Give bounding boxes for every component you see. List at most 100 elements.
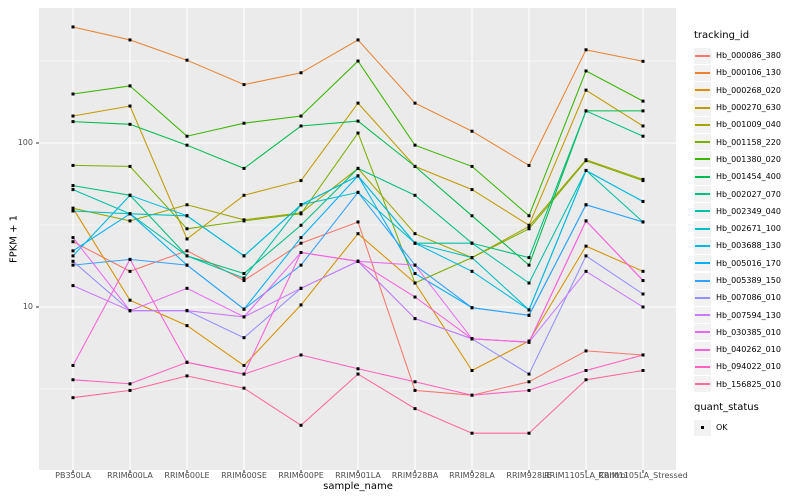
data-point	[242, 276, 246, 280]
data-point	[299, 71, 303, 75]
legend-item-label: Hb_000086_380	[716, 51, 781, 61]
data-point	[71, 163, 75, 167]
data-point	[356, 372, 360, 376]
data-point	[413, 101, 417, 105]
data-point	[527, 340, 531, 344]
x-tick-label: RRIM600LA	[107, 471, 153, 480]
legend-key-line	[695, 365, 710, 368]
data-point	[641, 269, 645, 273]
data-point	[71, 120, 75, 124]
data-point	[641, 369, 645, 373]
data-point	[413, 380, 417, 384]
legend-item-label: Hb_002027_070	[716, 189, 781, 199]
data-point	[527, 256, 531, 260]
data-point	[641, 124, 645, 128]
data-point	[242, 315, 246, 319]
legend-key-line	[695, 314, 710, 317]
legend-item: Hb_005389_150	[694, 272, 798, 289]
data-point	[584, 48, 588, 52]
legend-key-swatch	[694, 116, 711, 133]
data-point	[470, 164, 474, 168]
legend-key-line	[695, 123, 710, 126]
x-tick-label: RRIM928LA	[449, 471, 495, 480]
data-point	[299, 263, 303, 267]
data-point	[527, 214, 531, 218]
data-point	[71, 184, 75, 188]
data-point	[470, 129, 474, 133]
x-tick-label: RRIM600LE	[164, 471, 210, 480]
y-tick-label: 100	[17, 138, 33, 147]
legend-key-swatch	[694, 289, 711, 306]
legend-key-swatch	[694, 82, 711, 99]
legend-key-swatch	[694, 419, 711, 436]
legend-item-label: Hb_040262_010	[716, 345, 781, 355]
legend-item: Hb_094022_010	[694, 358, 798, 375]
data-point	[185, 309, 189, 313]
data-point	[71, 236, 75, 240]
legend-item: Hb_030385_010	[694, 324, 798, 341]
data-point	[356, 101, 360, 105]
legend-item: Hb_040262_010	[694, 341, 798, 358]
data-point	[242, 121, 246, 125]
data-point	[71, 206, 75, 210]
data-point	[413, 295, 417, 299]
data-point	[71, 92, 75, 96]
legend-key-swatch	[694, 272, 711, 289]
data-point	[71, 25, 75, 29]
data-point	[527, 227, 531, 231]
legend-item: Hb_001009_040	[694, 116, 798, 133]
x-tick-label: RRIM600SE	[221, 471, 267, 480]
legend-key-line	[695, 296, 710, 299]
x-tick-label: RRIM928BA	[391, 471, 439, 480]
data-point	[413, 241, 417, 245]
data-point	[641, 279, 645, 283]
legend-item-label: Hb_003688_130	[716, 241, 781, 251]
y-axis-title: FPKM + 1	[8, 214, 20, 264]
data-point	[527, 372, 531, 376]
data-point	[299, 223, 303, 227]
data-point	[641, 220, 645, 224]
data-point	[299, 423, 303, 427]
x-tick-label: RRIM901LA	[335, 471, 381, 480]
legend-item-label: Hb_000270_630	[716, 103, 781, 113]
data-point	[470, 269, 474, 273]
data-point	[584, 254, 588, 258]
data-point	[242, 83, 246, 87]
data-point	[299, 212, 303, 216]
data-point	[413, 263, 417, 267]
data-point	[356, 259, 360, 263]
legend-key-line	[695, 71, 710, 74]
data-point	[641, 59, 645, 63]
legend-item: Hb_007594_130	[694, 306, 798, 324]
legend-key-swatch	[694, 341, 711, 358]
data-point	[641, 109, 645, 113]
legend-key-swatch	[694, 168, 711, 185]
data-point	[242, 166, 246, 170]
data-point	[71, 284, 75, 288]
legend-item-label: Hb_007594_130	[716, 310, 781, 320]
data-point	[356, 190, 360, 194]
data-point	[71, 188, 75, 192]
data-point	[641, 353, 645, 357]
data-point	[71, 259, 75, 263]
data-point	[527, 163, 531, 167]
legend-key-swatch	[694, 47, 711, 64]
legend-key-point-icon	[701, 426, 704, 430]
data-point	[185, 227, 189, 231]
legend-item-label: Hb_000268_020	[716, 85, 781, 95]
legend-key-swatch	[694, 134, 711, 151]
data-point	[584, 203, 588, 207]
legend-item-label: Hb_000106_130	[716, 68, 781, 78]
legend-key-line	[695, 158, 710, 161]
data-point	[584, 349, 588, 353]
legend-item: Hb_000086_380	[694, 47, 798, 64]
data-point	[185, 254, 189, 258]
data-point	[185, 249, 189, 253]
legend-tracking-items: Hb_000086_380 Hb_000106_130 Hb_000268_020 H…	[694, 47, 798, 393]
data-point	[413, 232, 417, 236]
data-point	[128, 298, 132, 302]
data-point	[128, 269, 132, 273]
data-point	[128, 388, 132, 392]
legend-key-line	[695, 175, 710, 178]
data-point	[413, 281, 417, 285]
